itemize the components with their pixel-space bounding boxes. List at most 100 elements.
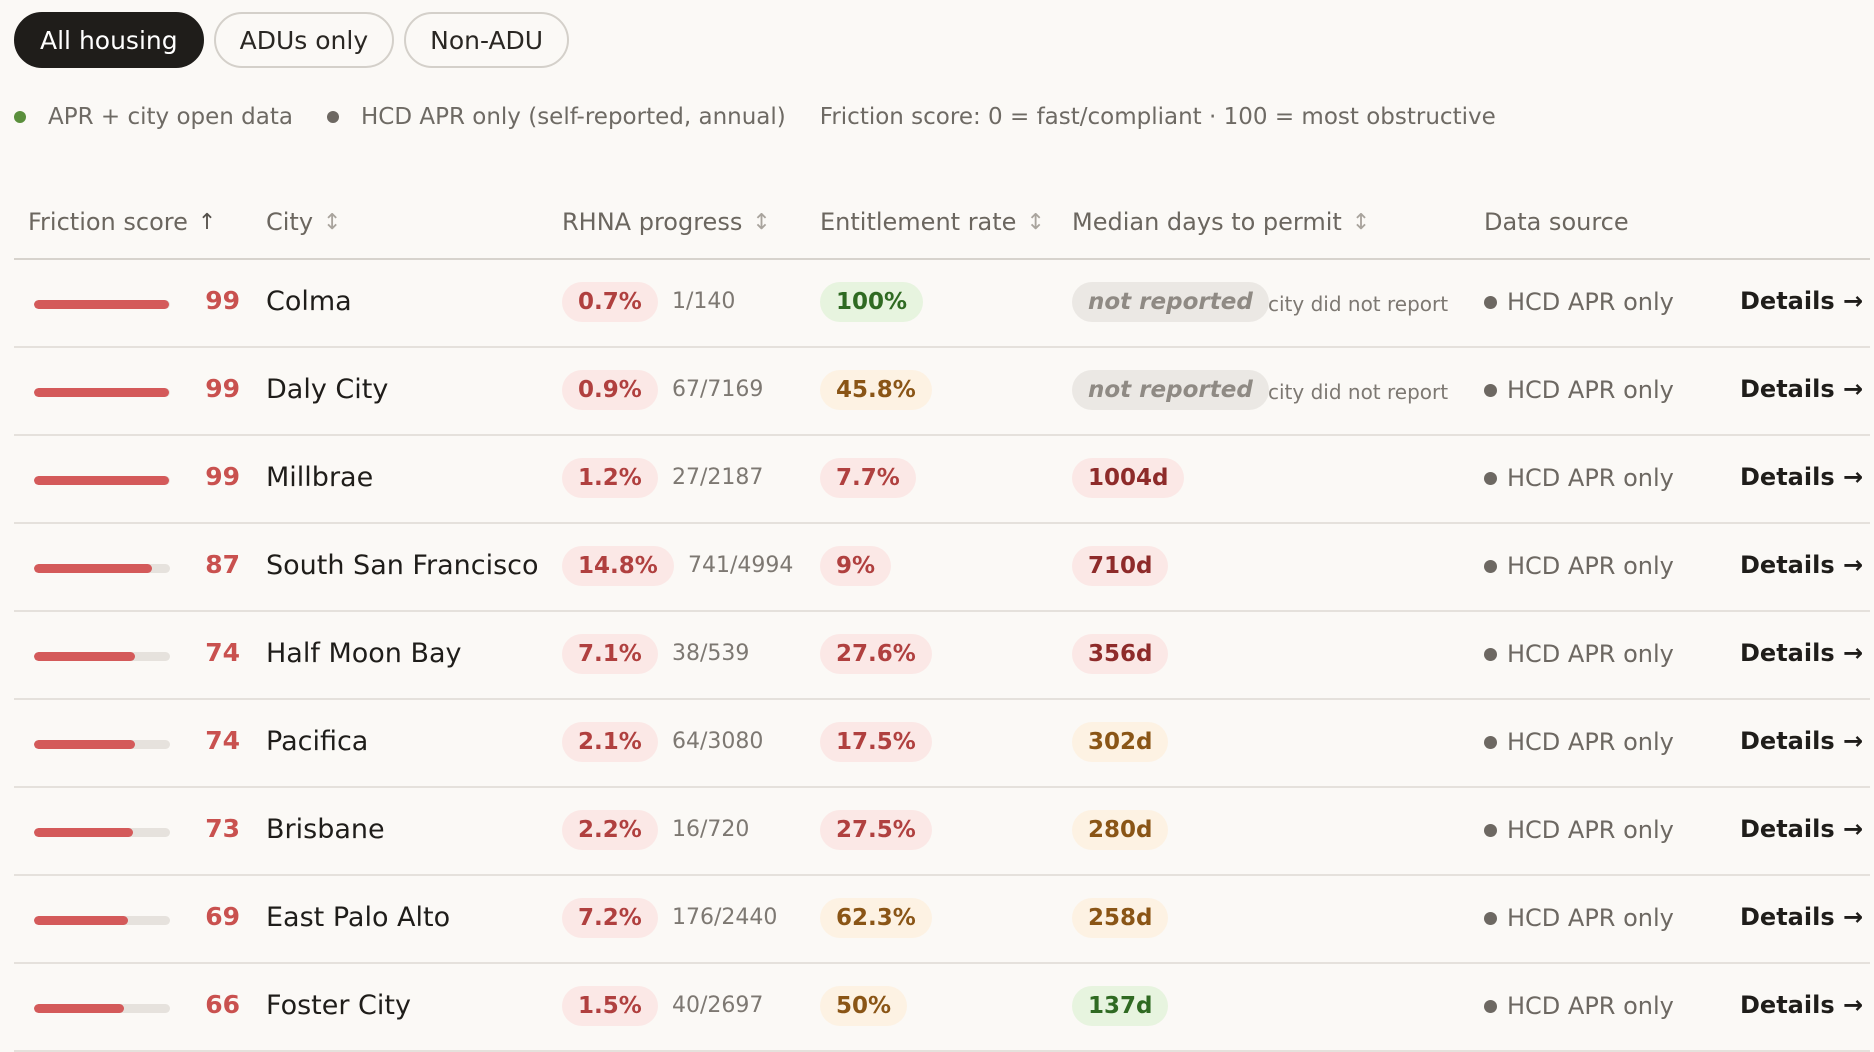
friction-score-value: 66 — [205, 990, 240, 1019]
details-link[interactable]: Details → — [1740, 903, 1864, 931]
data-source: HCD APR only — [1484, 992, 1674, 1020]
header-rhna-label: RHNA progress — [562, 208, 743, 236]
rhna-fraction: 64/3080 — [672, 729, 764, 754]
rhna-fraction: 16/720 — [672, 817, 750, 842]
rhna-fraction: 1/140 — [672, 289, 736, 314]
entitlement-rate-badge: 27.5% — [820, 810, 932, 850]
table-row[interactable]: 99 Millbrae 1.2% 27/2187 7.7% 1004d HCD APR on… — [14, 436, 1870, 524]
city-name: South San Francisco — [266, 550, 539, 581]
data-source-label: HCD APR only — [1507, 288, 1674, 316]
friction-bar-fill — [34, 476, 169, 485]
friction-bar — [34, 564, 170, 573]
gray-dot-icon — [1484, 383, 1497, 397]
friction-bar-fill — [34, 916, 128, 925]
table-row[interactable]: 74 Pacifica 2.1% 64/3080 17.5% 302d HCD APR on… — [14, 700, 1870, 788]
city-name: Millbrae — [266, 462, 374, 493]
median-days-badge: 280d — [1072, 810, 1169, 850]
gray-dot-icon — [1484, 559, 1497, 573]
details-link[interactable]: Details → — [1740, 551, 1864, 579]
friction-score-value: 73 — [205, 814, 240, 843]
median-days-badge: 356d — [1072, 634, 1169, 674]
median-days-badge: 137d — [1072, 986, 1169, 1026]
data-source: HCD APR only — [1484, 552, 1674, 580]
legend: APR + city open data HCD APR only (self-… — [14, 104, 1530, 130]
rhna-percent-badge: 0.9% — [562, 370, 658, 410]
gray-dot-icon — [1484, 735, 1497, 749]
details-link[interactable]: Details → — [1740, 815, 1864, 843]
green-dot-icon — [14, 111, 26, 123]
rhna-fraction: 176/2440 — [672, 905, 778, 930]
city-name: Colma — [266, 286, 352, 317]
friction-bar-fill — [34, 1004, 124, 1013]
entitlement-rate-badge: 50% — [820, 986, 908, 1026]
table-row[interactable]: 74 Half Moon Bay 7.1% 38/539 27.6% 356d HCD AP… — [14, 612, 1870, 700]
housing-filter-group: All housing ADUs only Non-ADU — [14, 12, 570, 68]
data-source-label: HCD APR only — [1507, 728, 1674, 756]
gray-dot-icon — [1484, 471, 1497, 485]
median-days-badge: 1004d — [1072, 458, 1185, 498]
data-source: HCD APR only — [1484, 640, 1674, 668]
entitlement-rate-badge: 100% — [820, 282, 924, 322]
friction-score-value: 69 — [205, 902, 240, 931]
data-source-label: HCD APR only — [1507, 640, 1674, 668]
entitlement-rate-badge: 62.3% — [820, 898, 932, 938]
data-source-label: HCD APR only — [1507, 376, 1674, 404]
rhna-fraction: 27/2187 — [672, 465, 764, 490]
entitlement-rate-badge: 45.8% — [820, 370, 932, 410]
legend-friction-note: Friction score: 0 = fast/compliant · 100… — [820, 104, 1496, 130]
table-header: Friction score ↑ City ↕ RHNA progress ↕ … — [14, 190, 1870, 260]
friction-score-value: 99 — [205, 374, 240, 403]
median-days-badge: 258d — [1072, 898, 1169, 938]
city-name: East Palo Alto — [266, 902, 451, 933]
header-data-source: Data source — [1484, 208, 1629, 236]
header-entitlement-rate[interactable]: Entitlement rate ↕ — [820, 208, 1045, 236]
gray-dot-icon — [1484, 999, 1497, 1013]
data-source: HCD APR only — [1484, 904, 1674, 932]
header-friction-score[interactable]: Friction score ↑ — [28, 208, 216, 236]
gray-dot-icon — [1484, 295, 1497, 309]
table-row[interactable]: 73 Brisbane 2.2% 16/720 27.5% 280d HCD APR onl… — [14, 788, 1870, 876]
filter-all-housing[interactable]: All housing — [14, 12, 204, 68]
median-note: city did not report — [1268, 380, 1449, 404]
rhna-fraction: 67/7169 — [672, 377, 764, 402]
friction-bar-fill — [34, 652, 135, 661]
table-row[interactable]: 87 South San Francisco 14.8% 741/4994 9% 710d… — [14, 524, 1870, 612]
table-row[interactable]: 66 Foster City 1.5% 40/2697 50% 137d HCD APR o… — [14, 964, 1870, 1052]
filter-non-adu[interactable]: Non-ADU — [404, 12, 570, 68]
city-name: Half Moon Bay — [266, 638, 462, 669]
data-source-label: HCD APR only — [1507, 992, 1674, 1020]
data-source: HCD APR only — [1484, 288, 1674, 316]
data-source: HCD APR only — [1484, 376, 1674, 404]
city-name: Daly City — [266, 374, 389, 405]
friction-bar — [34, 740, 170, 749]
friction-bar-fill — [34, 740, 135, 749]
friction-bar — [34, 916, 170, 925]
details-link[interactable]: Details → — [1740, 991, 1864, 1019]
cities-table: Friction score ↑ City ↕ RHNA progress ↕ … — [14, 190, 1870, 1052]
rhna-percent-badge: 14.8% — [562, 546, 674, 586]
table-row[interactable]: 69 East Palo Alto 7.2% 176/2440 62.3% 258d HCD… — [14, 876, 1870, 964]
header-friction-label: Friction score — [28, 208, 188, 236]
friction-bar-fill — [34, 300, 169, 309]
table-row[interactable]: 99 Daly City 0.9% 67/7169 45.8% not reported c… — [14, 348, 1870, 436]
details-link[interactable]: Details → — [1740, 639, 1864, 667]
details-link[interactable]: Details → — [1740, 375, 1864, 403]
rhna-percent-badge: 2.1% — [562, 722, 658, 762]
header-median-days[interactable]: Median days to permit ↕ — [1072, 208, 1370, 236]
friction-bar — [34, 1004, 170, 1013]
entitlement-rate-badge: 9% — [820, 546, 892, 586]
rhna-percent-badge: 0.7% — [562, 282, 658, 322]
friction-score-value: 99 — [205, 286, 240, 315]
friction-score-value: 74 — [205, 638, 240, 667]
rhna-percent-badge: 1.5% — [562, 986, 658, 1026]
header-city[interactable]: City ↕ — [266, 208, 341, 236]
header-rhna-progress[interactable]: RHNA progress ↕ — [562, 208, 771, 236]
friction-bar-fill — [34, 564, 153, 573]
details-link[interactable]: Details → — [1740, 463, 1864, 491]
filter-adus-only[interactable]: ADUs only — [213, 12, 395, 68]
table-row[interactable]: 99 Colma 0.7% 1/140 100% not reported city did… — [14, 260, 1870, 348]
details-link[interactable]: Details → — [1740, 287, 1864, 315]
details-link[interactable]: Details → — [1740, 727, 1864, 755]
rhna-fraction: 38/539 — [672, 641, 750, 666]
data-source-label: HCD APR only — [1507, 464, 1674, 492]
